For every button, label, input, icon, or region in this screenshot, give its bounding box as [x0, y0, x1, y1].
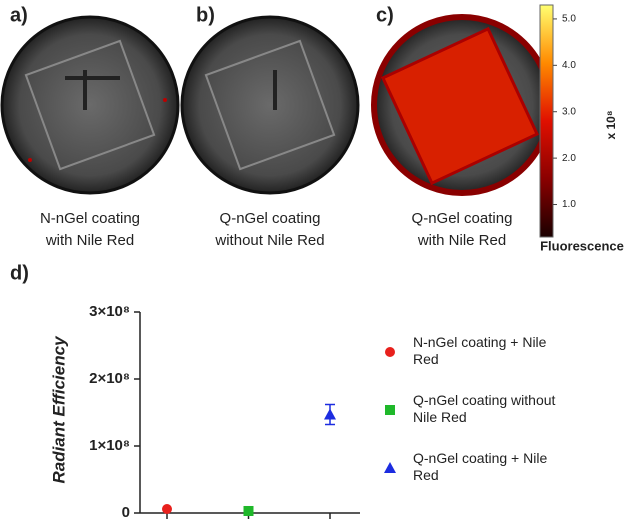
legend-label: Q-nGel coating + Nile Red [413, 450, 548, 483]
panel-caption: without Nile Red [214, 232, 324, 249]
panel-caption: with Nile Red [417, 232, 506, 249]
legend-label: Q-nGel coating without Nile Red [413, 392, 556, 425]
colorbar-tick-label: 2.0 [562, 153, 576, 164]
panel-label: a) [10, 4, 28, 26]
y-tick-label: 3×10⁸ [89, 303, 130, 320]
legend-marker [384, 462, 396, 473]
y-tick-label: 1×10⁸ [89, 437, 130, 454]
colorbar-tick-label: 1.0 [562, 199, 576, 210]
panel-label: b) [196, 4, 215, 26]
y-tick-label: 2×10⁸ [89, 370, 130, 387]
legend-marker [385, 405, 395, 415]
y-axis-label: Radiant Efficiency [49, 335, 68, 484]
colorbar-label: Fluorescence [540, 238, 624, 253]
panel-caption: Q-nGel coating [220, 210, 321, 227]
plate-a [0, 15, 180, 195]
panel-label: c) [376, 4, 394, 26]
panel-caption: N-nGel coating [40, 210, 140, 227]
panel-label: d) [10, 262, 29, 284]
panel-caption: with Nile Red [45, 232, 134, 249]
point [324, 408, 336, 420]
plate-b [180, 15, 360, 195]
y-tick-label: 0 [122, 504, 130, 519]
legend-label: N-nGel coating + Nile Red [413, 334, 547, 367]
colorbar-tick-label: 3.0 [562, 106, 576, 117]
colorbar-tick-label: 5.0 [562, 14, 576, 25]
legend-marker [385, 347, 395, 357]
colorbar [539, 4, 554, 238]
point [243, 505, 254, 516]
plate-c [371, 14, 553, 196]
colorbar-tick-label: 4.0 [562, 60, 576, 71]
panel-caption: Q-nGel coating [412, 210, 513, 227]
point [162, 503, 172, 514]
colorbar-multiplier: x 10⁸ [604, 110, 618, 139]
